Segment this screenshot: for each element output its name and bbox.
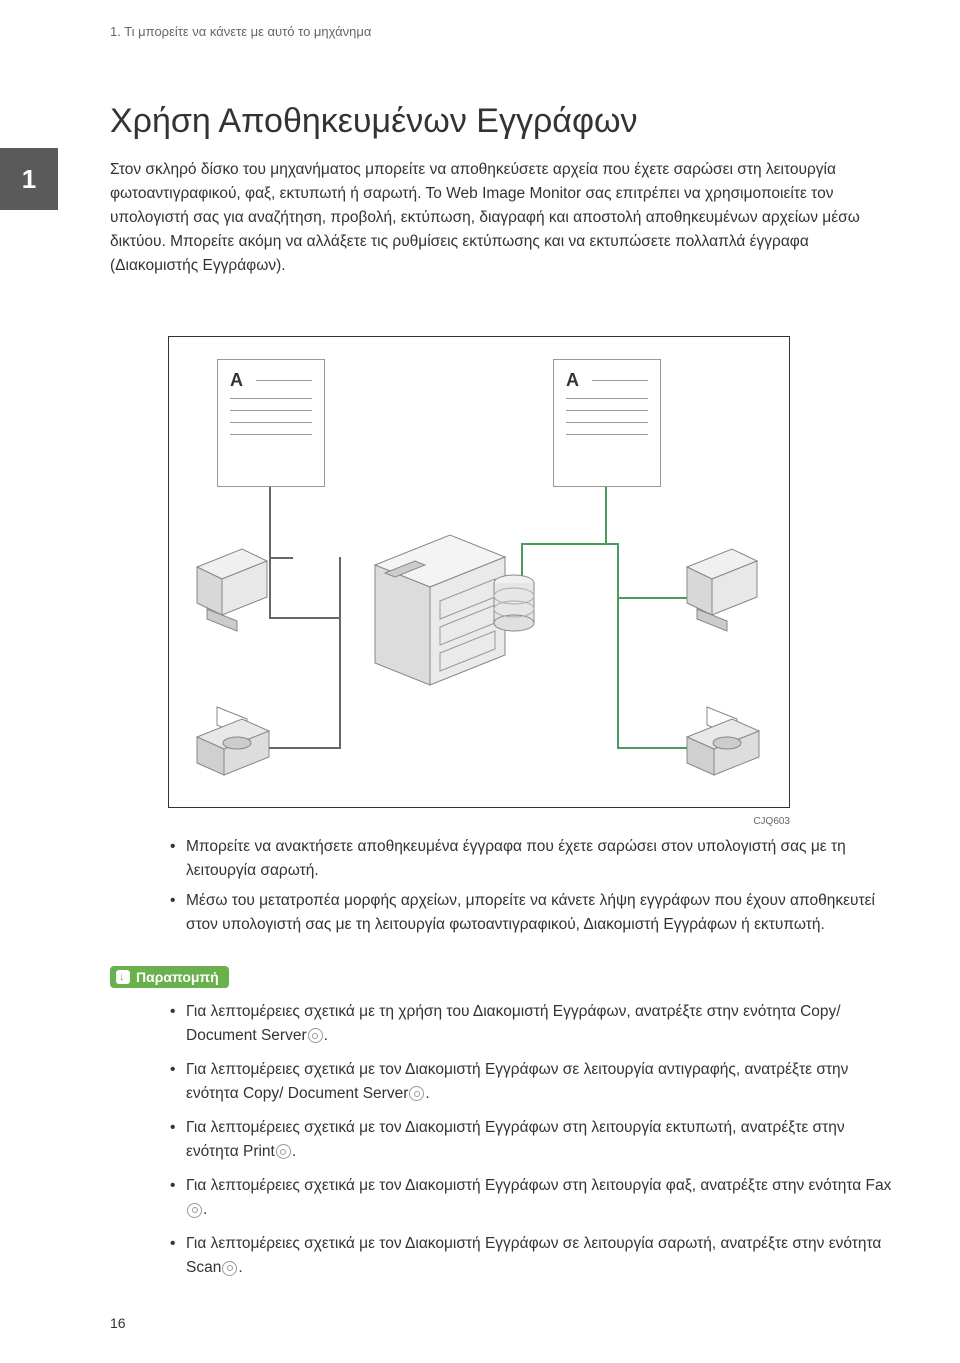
connector-green-icon [605, 543, 619, 545]
connector-green-icon [605, 487, 607, 545]
document-right-label: A [566, 370, 579, 391]
reference-item: Για λεπτομέρειες σχετικά με τον Διακομισ… [168, 1232, 892, 1280]
cd-icon [222, 1261, 237, 1276]
cd-icon [187, 1203, 202, 1218]
document-right-icon: A [553, 359, 661, 487]
reference-item: Για λεπτομέρειες σχετικά με τον Διακομισ… [168, 1116, 892, 1164]
reference-item: Για λεπτομέρειες σχετικά με τον Διακομισ… [168, 1174, 892, 1222]
connector-green-icon [617, 543, 619, 747]
diagram-image-code: CJQ603 [753, 816, 790, 827]
reference-list: Για λεπτομέρειες σχετικά με τη χρήση του… [168, 1000, 892, 1290]
page-header-breadcrumb: 1. Τι μπορείτε να κάνετε με αυτό το μηχά… [110, 24, 371, 39]
database-icon [489, 571, 539, 641]
page-title: Χρήση Αποθηκευμένων Εγγράφων [110, 102, 638, 141]
feature-bullet-item: Μπορείτε να ανακτήσετε αποθηκευμένα έγγρ… [168, 835, 892, 883]
page-number: 16 [110, 1315, 126, 1331]
intro-paragraph: Στον σκληρό δίσκο του μηχανήματος μπορεί… [110, 158, 892, 278]
reference-badge: Παραπομπή [110, 966, 229, 988]
feature-bullet-list: Μπορείτε να ανακτήσετε αποθηκευμένα έγγρ… [168, 835, 892, 943]
network-diagram: A A [168, 336, 790, 808]
reference-item: Για λεπτομέρειες σχετικά με τη χρήση του… [168, 1000, 892, 1048]
connector-icon [339, 557, 341, 747]
cd-icon [276, 1144, 291, 1159]
fax-icon [187, 697, 277, 797]
computer-icon [187, 537, 277, 637]
computer-icon [677, 537, 767, 637]
chapter-tab: 1 [0, 148, 58, 210]
connector-icon [269, 747, 341, 749]
document-left-label: A [230, 370, 243, 391]
cd-icon [308, 1028, 323, 1043]
reference-item: Για λεπτομέρειες σχετικά με τον Διακομισ… [168, 1058, 892, 1106]
feature-bullet-item: Μέσω του μετατροπέα μορφής αρχείων, μπορ… [168, 889, 892, 937]
document-left-icon: A [217, 359, 325, 487]
connector-green-icon [521, 543, 607, 545]
fax-icon [677, 697, 767, 797]
connector-icon [269, 617, 341, 619]
cd-icon [409, 1086, 424, 1101]
